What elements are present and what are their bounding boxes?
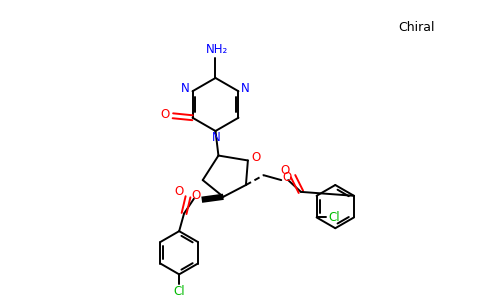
Text: NH₂: NH₂ xyxy=(206,43,228,56)
Text: N: N xyxy=(241,82,250,95)
Text: O: O xyxy=(283,171,292,184)
Text: Chiral: Chiral xyxy=(398,21,435,34)
Text: O: O xyxy=(160,108,170,121)
Text: N: N xyxy=(182,82,190,95)
Text: Cl: Cl xyxy=(173,285,185,298)
Text: O: O xyxy=(191,189,200,202)
Text: N: N xyxy=(212,131,221,144)
Text: O: O xyxy=(175,185,184,198)
Text: Cl: Cl xyxy=(329,211,340,224)
Text: O: O xyxy=(251,151,260,164)
Text: O: O xyxy=(281,164,290,177)
